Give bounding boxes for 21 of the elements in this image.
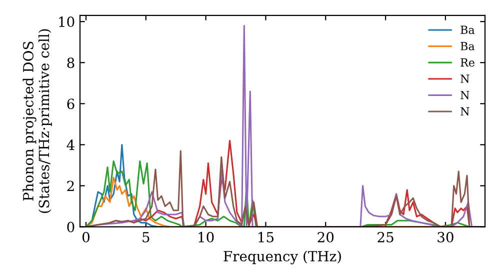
y-tick-label: 8 [67, 58, 74, 68]
y-tick-label: 2 [67, 180, 74, 192]
legend-label: Ba [460, 42, 475, 50]
y-tick-label: 10 [59, 16, 74, 28]
legend-label: N [460, 74, 470, 83]
x-tick-label: 30 [438, 232, 454, 242]
x-tick-label: 25 [378, 232, 394, 242]
legend-label: Ba [460, 26, 475, 34]
x-tick-label: 20 [318, 232, 334, 242]
y-tick-label: 0 [67, 222, 74, 232]
x-tick-label: 10 [198, 232, 214, 242]
y-axis-title: Phonon projected DOS (States/THz·primitive cell) [22, 29, 52, 213]
legend-label: Re [460, 58, 474, 67]
x-tick-label: 15 [258, 232, 274, 242]
x-tick-label: 5 [142, 232, 150, 242]
legend-label: N [460, 107, 470, 116]
y-tick-label: 4 [66, 140, 74, 150]
legend-label: N [460, 90, 470, 100]
x-tick-label: 0 [82, 232, 90, 242]
y-tick-label: 6 [67, 98, 74, 110]
x-axis-title: Frequency (THz) [224, 250, 341, 264]
